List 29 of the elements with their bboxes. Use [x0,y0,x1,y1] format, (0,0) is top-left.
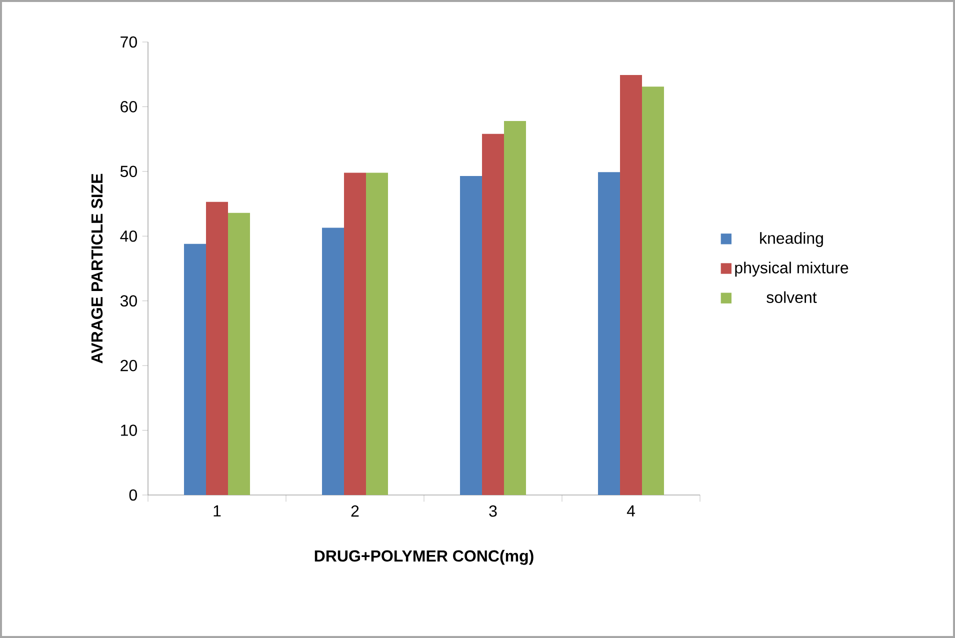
bar [460,176,482,495]
bar [642,86,664,495]
x-tick-label: 1 [214,505,221,516]
y-tick-label: 50 [120,166,137,178]
y-tick-label: 40 [120,230,137,242]
y-tick-label: 10 [121,424,137,436]
bar [504,120,526,495]
legend-label: solvent [766,291,817,304]
bar [598,172,620,495]
bar [344,172,366,495]
legend-label: physical mixture [735,262,848,277]
bar [366,172,388,495]
legend-label: kneading [760,232,823,248]
x-tick-label: 3 [489,505,497,517]
y-axis-title: AVRAGE PARTICLE SIZE [91,174,103,364]
bar [184,244,206,495]
x-axis-title: DRUG+POLYMER CONC(mg) [314,550,534,565]
y-tick-label: 0 [129,489,137,501]
y-tick-label: 70 [120,36,137,48]
bar [206,202,228,495]
bar [620,75,642,495]
x-tick-label: 4 [626,505,635,516]
x-tick-label: 2 [351,505,359,517]
y-tick-label: 60 [120,101,137,112]
bar [482,134,504,495]
bar [322,228,344,495]
y-tick-label: 20 [120,360,137,372]
bar [228,212,250,495]
y-tick-label: 30 [120,295,137,307]
